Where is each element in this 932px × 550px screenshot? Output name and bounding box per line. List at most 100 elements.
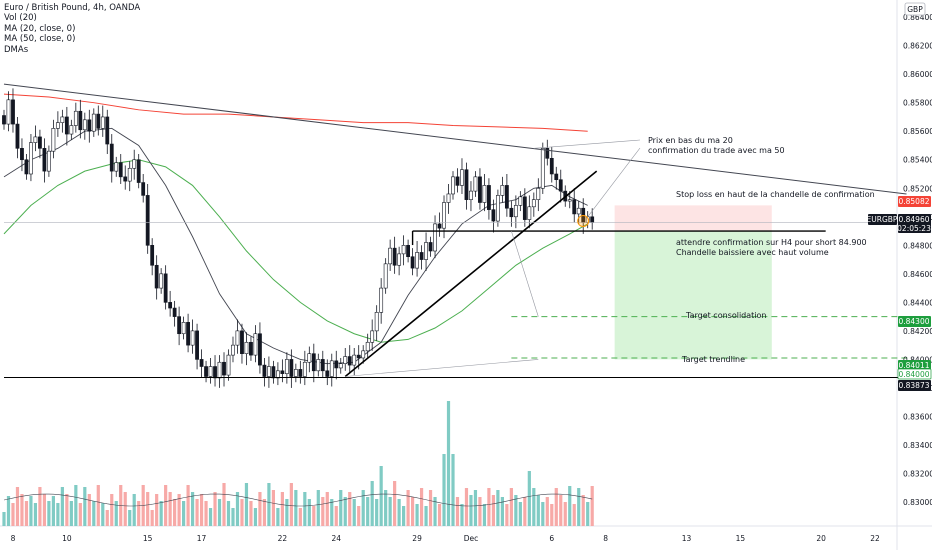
- volume-bar: [433, 497, 437, 526]
- volume-bar: [581, 495, 585, 526]
- ma-note-1: Prix en bas du ma 20: [648, 136, 733, 145]
- ma50-line: [3, 159, 588, 343]
- candle-body: [6, 99, 11, 125]
- volume-bar: [559, 495, 563, 526]
- candle-body: [172, 307, 177, 317]
- candle-body: [370, 330, 375, 343]
- price-tick-label: 0.84600: [903, 270, 932, 279]
- time-tick-label: 24: [331, 534, 341, 543]
- indicator-volume[interactable]: Vol (20): [4, 13, 37, 24]
- volume-bar: [177, 494, 181, 526]
- candle-body: [388, 247, 393, 265]
- volume-bar: [334, 506, 338, 526]
- candle-body: [154, 264, 159, 289]
- time-tick-label: 8: [603, 534, 608, 543]
- time-tick-label: 15: [736, 534, 746, 543]
- indicator-lines: [3, 93, 588, 365]
- volume-bar: [15, 487, 20, 526]
- candle-body: [253, 333, 258, 356]
- candle-body: [118, 162, 123, 178]
- indicator-ma20[interactable]: MA (20, close, 0): [4, 23, 76, 34]
- candle-body: [379, 287, 384, 313]
- volume-bar: [473, 490, 478, 526]
- volume-bar: [6, 496, 11, 526]
- volume-bar: [455, 497, 460, 526]
- volume-bar: [330, 499, 334, 526]
- volume-bar: [29, 496, 33, 526]
- candle-body: [87, 119, 92, 132]
- target2a-tag: 0.84011: [898, 361, 929, 370]
- volume-bar: [137, 501, 141, 526]
- candle-body: [141, 182, 146, 196]
- time-tick-label: Dec: [464, 534, 479, 543]
- price-tick-label: 0.83200: [903, 469, 932, 478]
- candle-body: [437, 223, 442, 229]
- volume-bar: [303, 492, 307, 526]
- price-axis[interactable]: 0.830000.832000.834000.836000.838000.840…: [903, 13, 932, 507]
- candle-body: [11, 99, 15, 125]
- candle-body: [401, 245, 406, 255]
- volume-bar: [550, 504, 554, 526]
- volume-bar: [159, 501, 163, 526]
- candle-body: [464, 169, 469, 200]
- volume-bar: [505, 504, 509, 526]
- leader-ma50: [587, 147, 641, 217]
- volume-bar: [101, 503, 105, 526]
- candle-body: [96, 113, 101, 129]
- volume-bar: [545, 497, 549, 526]
- volume-bar: [428, 490, 433, 526]
- volume-bar: [482, 504, 487, 526]
- trendline-up: [344, 170, 598, 378]
- volume-bar: [168, 492, 172, 526]
- volume-bar: [217, 499, 222, 526]
- candle-body: [446, 193, 451, 203]
- indicator-dmas[interactable]: DMAs: [4, 44, 29, 55]
- candle-body: [329, 360, 334, 377]
- volume-bar: [105, 510, 109, 526]
- currency-badge[interactable]: [904, 2, 926, 16]
- time-tick-label: 22: [278, 534, 288, 543]
- candle-body: [105, 116, 110, 145]
- volume-bar: [406, 490, 410, 526]
- candle-body: [64, 116, 69, 135]
- candle-body: [518, 196, 523, 206]
- indicator-ma50[interactable]: MA (50, close, 0): [4, 34, 76, 45]
- candle-body: [199, 359, 204, 367]
- price-tick-label: 0.83600: [903, 412, 932, 421]
- volume-bar: [298, 508, 302, 526]
- volume-bar: [123, 492, 127, 526]
- candle-body: [365, 341, 370, 352]
- candle-body: [487, 185, 491, 210]
- candle-body: [428, 242, 433, 252]
- candle-body: [163, 273, 168, 303]
- volume-bar: [563, 502, 567, 526]
- volume-bar: [42, 494, 47, 526]
- candle-body: [576, 207, 581, 215]
- chart-title[interactable]: Euro / British Pound, 4h, OANDA: [4, 3, 141, 13]
- volume-bar: [249, 501, 253, 526]
- price-tick-label: 0.85400: [903, 156, 932, 165]
- candle-body: [145, 195, 150, 246]
- target2b-tag: 0.84000: [898, 370, 929, 379]
- candle-body: [320, 359, 325, 372]
- time-axis[interactable]: 8 10 15 17 22 24 29 Dec 6 8 13 15 20 22: [11, 534, 880, 543]
- candle-body: [73, 110, 78, 126]
- candle-body: [208, 366, 213, 377]
- candle-body: [109, 143, 114, 172]
- volume-bar: [47, 501, 51, 526]
- candle-body: [114, 162, 119, 172]
- candle-body: [262, 364, 267, 377]
- candle-body: [258, 333, 262, 366]
- candle-body: [334, 360, 339, 369]
- volume-bar: [500, 497, 504, 526]
- volume-ma-line: [3, 493, 593, 507]
- volume-bar: [496, 490, 500, 526]
- candle-body: [46, 150, 51, 172]
- candle-body: [522, 196, 527, 220]
- volume-bar: [316, 490, 320, 526]
- price-tick-label: 0.84400: [903, 298, 932, 307]
- currency-label: GBP: [907, 5, 923, 14]
- target2a-tag-bg: [898, 360, 931, 371]
